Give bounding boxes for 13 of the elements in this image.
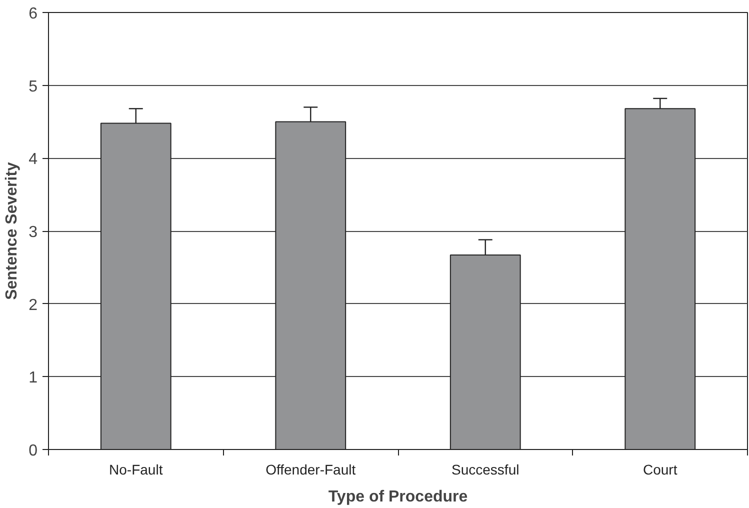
y-tick-label: 6: [28, 6, 38, 22]
y-tick-label: 4: [28, 151, 38, 168]
y-tick-label: 2: [28, 296, 38, 314]
y-tick-label: 3: [28, 224, 38, 241]
x-tick-label: No-Fault: [109, 462, 163, 478]
x-tick-label: Successful: [452, 462, 520, 478]
x-tick-label: Court: [643, 462, 678, 478]
y-tick-label: 5: [28, 78, 38, 96]
x-axis-title: Type of Procedure: [328, 488, 468, 506]
y-axis-title: Sentence Severity: [4, 162, 21, 300]
x-tick-label: Offender-Fault: [266, 462, 356, 478]
y-tick-label: 1: [28, 370, 38, 387]
y-tick-label: 0: [28, 442, 38, 460]
